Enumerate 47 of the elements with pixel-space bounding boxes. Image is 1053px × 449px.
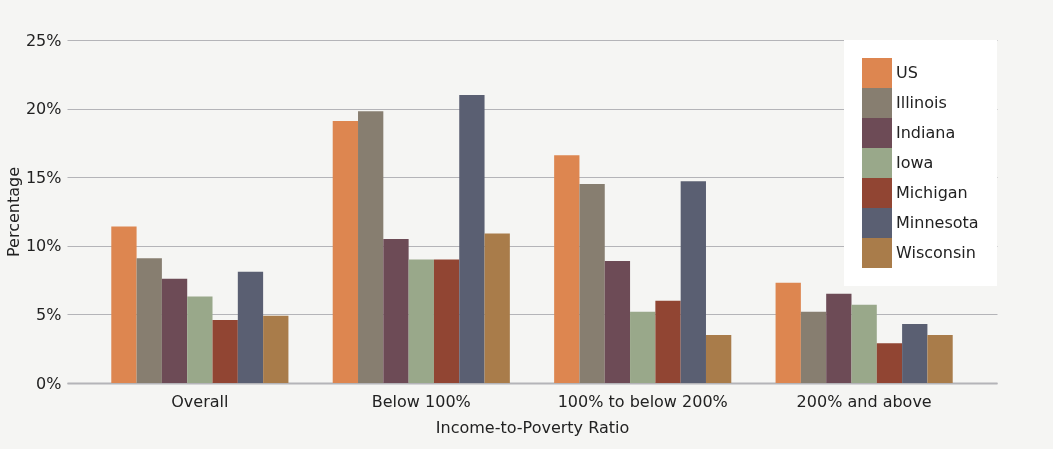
bar (484, 233, 510, 383)
bar (263, 315, 289, 383)
bar (579, 184, 605, 383)
legend-label: US (896, 63, 918, 82)
bar (136, 258, 162, 383)
x-tick-label: Below 100% (371, 391, 471, 411)
bar (902, 324, 928, 383)
bar (161, 278, 188, 383)
x-tick-label: 100% to below 200% (557, 391, 728, 411)
bar (554, 155, 580, 383)
bar (927, 334, 953, 383)
bar (187, 296, 213, 383)
legend-label: Indiana (896, 123, 956, 142)
y-tick-label: 15% (25, 167, 62, 187)
y-tick-label: 5% (36, 304, 62, 324)
y-tick-label: 10% (25, 236, 62, 256)
y-tick-label: 25% (25, 30, 62, 50)
bar (332, 120, 359, 383)
bar (433, 259, 460, 383)
bar (459, 94, 485, 383)
x-tick-label: Overall (171, 391, 229, 411)
y-tick-label: 0% (36, 373, 62, 393)
bar (775, 282, 801, 383)
bar (237, 271, 264, 383)
legend-label: Michigan (896, 183, 968, 202)
bar (705, 334, 732, 383)
legend-label: Illinois (896, 93, 947, 112)
bar (383, 238, 409, 383)
bar (800, 311, 827, 383)
bar (630, 311, 656, 383)
legend-label: Iowa (896, 153, 934, 172)
bar (876, 343, 903, 383)
bar (680, 181, 706, 383)
y-tick-label: 20% (25, 99, 62, 119)
legend-label: Wisconsin (896, 243, 976, 262)
x-tick-label: 200% and above (796, 391, 932, 411)
bar (408, 259, 434, 383)
x-axis-title: Income-to-Poverty Ratio (435, 417, 630, 437)
y-axis-title: Percentage (3, 166, 23, 258)
bar (358, 111, 384, 383)
bar (826, 293, 852, 383)
bar (111, 226, 137, 383)
bar (655, 300, 681, 383)
bar (212, 319, 238, 383)
bar (851, 304, 877, 383)
bar (604, 260, 631, 383)
legend-label: Minnesota (896, 213, 979, 232)
